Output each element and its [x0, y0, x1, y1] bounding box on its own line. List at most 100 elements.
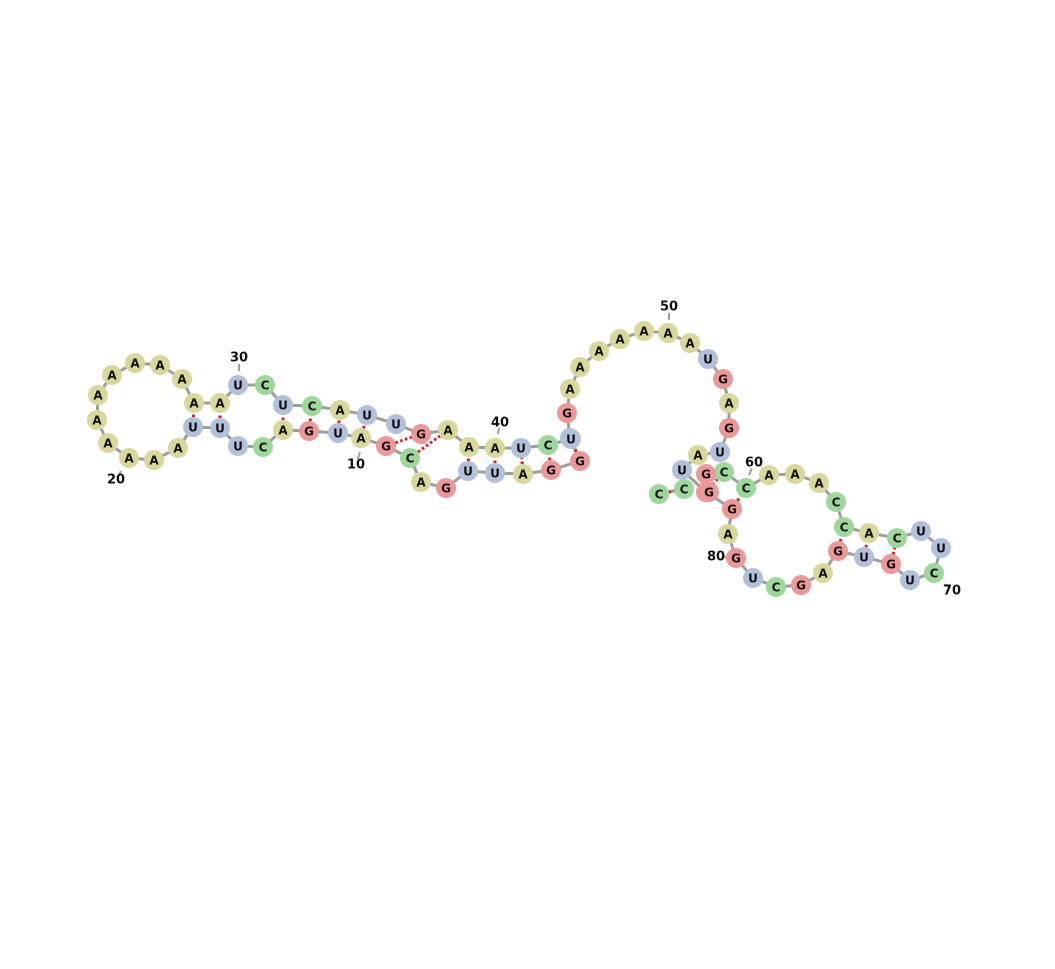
nucleotide-circle — [168, 438, 188, 458]
nucleotide-letter: A — [764, 469, 774, 483]
nucleotide-letter: A — [639, 325, 649, 339]
nucleotide-letter: U — [233, 379, 243, 393]
nucleotide-circle — [386, 414, 406, 434]
nucleotide-circle — [649, 484, 669, 504]
nucleotide-A: A — [172, 369, 192, 389]
nucleotide-letter: G — [416, 428, 426, 442]
nucleotide-circle — [299, 421, 319, 441]
nucleotide-A: A — [785, 464, 805, 484]
nucleotide-U: U — [228, 375, 248, 395]
nucleotide-A: A — [718, 524, 738, 544]
nucleotide-circle — [87, 410, 107, 430]
nucleotide-A: A — [859, 523, 879, 543]
nucleotide-circle — [273, 420, 293, 440]
nucleotide-circle — [184, 393, 204, 413]
nucleotide-letter: U — [905, 574, 915, 588]
nucleotide-U: U — [710, 442, 730, 462]
nucleotide-G: G — [696, 464, 716, 484]
nucleotide-U: U — [561, 429, 581, 449]
nucleotide-letter: U — [916, 525, 926, 539]
nucleotide-circle — [714, 462, 734, 482]
nucleotide-A: A — [658, 323, 678, 343]
nucleotide-circle — [809, 473, 829, 493]
nucleotide-circle — [351, 428, 371, 448]
nucleotide-letter: G — [833, 545, 843, 559]
nucleotide-G: G — [376, 436, 396, 456]
nucleotide-U: U — [273, 395, 293, 415]
nucleotide-A: A — [813, 563, 833, 583]
nucleotide-letter: A — [189, 397, 199, 411]
nucleotide-letter: A — [103, 437, 113, 451]
nucleotide-circle — [785, 464, 805, 484]
nucleotide-C: C — [736, 478, 756, 498]
nucleotide-letter: A — [490, 442, 500, 456]
nucleotide-circle — [766, 577, 786, 597]
number-tick — [944, 583, 950, 589]
position-number: 50 — [660, 300, 678, 315]
nucleotide-letter: C — [840, 521, 849, 535]
nucleotide-letter: A — [93, 389, 103, 403]
nucleotide-circle — [610, 329, 630, 349]
nucleotide-circle — [330, 400, 350, 420]
base-pair-bond — [394, 435, 413, 445]
nucleotide-circle — [589, 341, 609, 361]
nucleotide-circle — [570, 357, 590, 377]
nucleotide-letter: A — [177, 373, 187, 387]
nucleotide-letter: A — [130, 357, 140, 371]
nucleotide-U: U — [228, 436, 248, 456]
nucleotide-letter: G — [724, 422, 734, 436]
nucleotide-C: C — [924, 563, 944, 583]
nucleotide-A: A — [98, 433, 118, 453]
nucleotide-circle — [791, 575, 811, 595]
nucleotide-circle — [887, 528, 907, 548]
base-pair-bond — [547, 454, 552, 461]
nucleotide-letter: G — [304, 425, 314, 439]
nucleotide-letter: U — [516, 442, 526, 456]
nucleotide-letter: U — [859, 551, 869, 565]
nucleotide-letter: A — [335, 404, 345, 418]
nucleotide-circle — [513, 464, 533, 484]
nucleotide-A: A — [330, 400, 350, 420]
nucleotide-circle — [826, 492, 846, 512]
nucleotide-A: A — [102, 365, 122, 385]
position-numbers: 10 20 30 40 50 60 70 80 — [107, 300, 961, 599]
nucleotide-G: G — [411, 424, 431, 444]
backbone — [95, 329, 943, 589]
nucleotide-circle — [541, 460, 561, 480]
nucleotide-letter: C — [930, 567, 939, 581]
nucleotide-U: U — [485, 463, 505, 483]
nucleotide-circle — [411, 472, 431, 492]
nucleotide-circle — [459, 437, 479, 457]
nucleotide-U: U — [386, 414, 406, 434]
nucleotide-letter: A — [155, 359, 165, 373]
nucleotide-circle — [273, 395, 293, 415]
nucleotide-G: G — [541, 460, 561, 480]
base-pair-bond — [864, 542, 869, 548]
nucleotide-A: A — [610, 329, 630, 349]
nucleotide-U: U — [458, 461, 478, 481]
nucleotide-letter: A — [149, 454, 159, 468]
nucleotide-circle — [485, 438, 505, 458]
position-number: 30 — [230, 351, 248, 366]
nucleotide-A: A — [688, 445, 708, 465]
nucleotide-circle — [743, 568, 763, 588]
nucleotide-letter: A — [416, 476, 426, 490]
nucleotide-circle — [172, 369, 192, 389]
nucleotide-circle — [828, 541, 848, 561]
nucleotide-circle — [710, 442, 730, 462]
nucleotide-C: C — [400, 448, 420, 468]
nucleotide-C: C — [538, 435, 558, 455]
position-number: 20 — [107, 473, 125, 488]
nucleotide-A: A — [759, 465, 779, 485]
nucleotide-letter: G — [886, 558, 896, 572]
nucleotide-C: C — [674, 479, 694, 499]
nucleotide-letter: U — [233, 440, 243, 454]
nucleotide-letter: A — [790, 468, 800, 482]
nucleotide-letter: C — [772, 581, 781, 595]
nucleotide-circle — [759, 465, 779, 485]
nucleotide-circle — [150, 355, 170, 375]
nucleotide-circle — [88, 385, 108, 405]
position-number: 80 — [707, 550, 725, 565]
nucleotide-U: U — [743, 568, 763, 588]
nucleotide-A: A — [570, 357, 590, 377]
